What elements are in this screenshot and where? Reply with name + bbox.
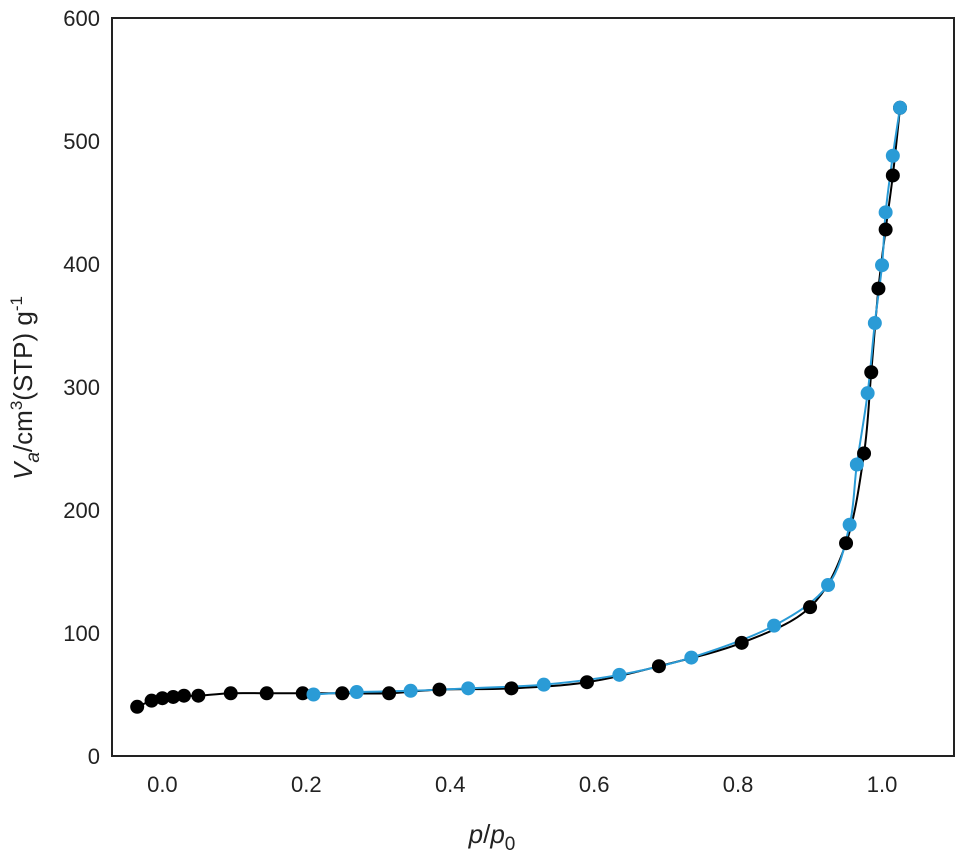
y-axis-ticks: 0 100 200 300 400 500 600 [63, 6, 100, 769]
series-2-point [536, 677, 551, 692]
series-1-point [864, 365, 879, 380]
x-tick-label: 0.6 [579, 772, 610, 797]
series-1-point [504, 681, 519, 696]
series-1-line [136, 107, 902, 708]
series-2-point [461, 681, 476, 696]
y-tick-label: 600 [63, 6, 100, 31]
y-tick-label: 400 [63, 252, 100, 277]
series-1-point [191, 688, 206, 703]
series-2-point [842, 517, 857, 532]
x-axis-title: p/p0 [468, 819, 516, 855]
series-points [130, 100, 908, 714]
y-tick-label: 500 [63, 129, 100, 154]
x-tick-label: 0.4 [435, 772, 466, 797]
series-1-point [803, 600, 818, 615]
series-1-point [335, 686, 350, 701]
y-tick-label: 100 [63, 621, 100, 646]
x-tick-label: 1.0 [867, 772, 898, 797]
series-1-point [259, 686, 274, 701]
series-2-point [821, 578, 836, 593]
series-2-point [684, 650, 699, 665]
y-label-v-sub: a [23, 452, 44, 463]
series-2-point [349, 685, 364, 700]
y-label-unit-b: (STP) g [8, 311, 38, 401]
series-2-point [893, 100, 908, 115]
series-2-point [849, 457, 864, 472]
series-1-point [878, 222, 893, 237]
x-tick-label: 0.2 [291, 772, 322, 797]
series-1-point [839, 536, 854, 551]
series-2-point [306, 687, 321, 702]
series-2-point [885, 148, 900, 163]
series-2-point [767, 618, 782, 633]
x-tick-label: 0.8 [723, 772, 754, 797]
series-1-point [857, 446, 872, 461]
x-tick-label: 0.0 [147, 772, 178, 797]
x-label-p0-sub: 0 [505, 834, 516, 855]
series-2-point [875, 258, 890, 273]
y-label-unit-a: /cm [8, 410, 38, 452]
series-2-point [860, 386, 875, 401]
series-1-point [223, 686, 238, 701]
y-tick-label: 200 [63, 498, 100, 523]
x-label-p: p [468, 819, 483, 849]
series-1-point [871, 281, 886, 296]
x-label-slash: / [483, 819, 491, 849]
x-label-p0: p [489, 819, 504, 849]
series-1-point [295, 686, 310, 701]
series-1-point [432, 682, 447, 697]
y-label-unit-sup: 3 [7, 401, 26, 410]
series-2-point [878, 205, 893, 220]
series-1-point [734, 635, 749, 650]
series-1-point [885, 168, 900, 183]
series-1-point [382, 686, 397, 701]
series-1-point [155, 691, 170, 706]
series-2-point [612, 667, 627, 682]
series-1-point [144, 693, 159, 708]
plot-frame [111, 17, 955, 757]
y-tick-label: 0 [88, 744, 100, 769]
series-1-point [176, 688, 191, 703]
series-1-point [166, 689, 181, 704]
series-1-point [579, 675, 594, 690]
series-1-point [130, 699, 145, 714]
series-1-point [651, 659, 666, 674]
y-axis-title: Va/cm3(STP) g-1 [7, 296, 44, 480]
y-tick-label: 300 [63, 375, 100, 400]
y-label-v: V [8, 460, 38, 480]
series-2-point [867, 316, 882, 331]
x-axis-ticks: 0.0 0.2 0.4 0.6 0.8 1.0 [147, 772, 897, 797]
series-2-point [403, 683, 418, 698]
series-curves [136, 107, 902, 708]
y-label-unit-sup2: -1 [7, 296, 26, 311]
